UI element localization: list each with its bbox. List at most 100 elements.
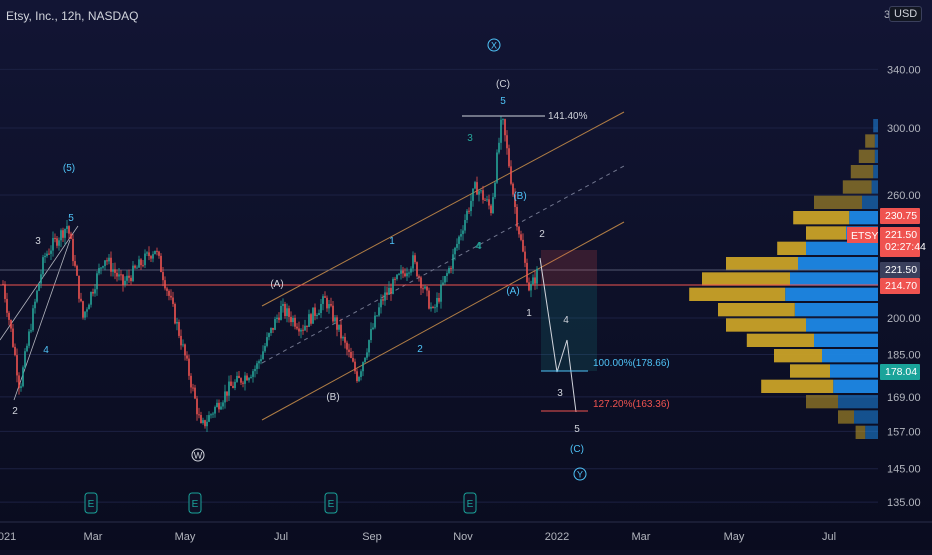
candle-body — [348, 349, 350, 353]
candle-body — [130, 277, 132, 282]
wave-label: 4 — [476, 241, 482, 252]
candle-body — [110, 257, 112, 272]
candle-body — [398, 273, 400, 275]
volume-profile-bar-down — [774, 349, 822, 363]
candle-body — [54, 238, 56, 240]
fib-label: 141.40% — [548, 111, 588, 122]
volume-profile-bar-down — [702, 272, 790, 286]
horizontal-line-tag-bg — [880, 278, 920, 294]
candle-body — [56, 238, 58, 246]
wave-labels: 141.40% 100.00%(178.66) 127.20%(163.36) (5)… — [12, 38, 670, 481]
volume-profile-bar-down — [777, 241, 806, 255]
symbol-title[interactable]: Etsy, Inc., 12h, NASDAQ — [6, 9, 139, 23]
candle-body — [536, 268, 538, 284]
wave-label: 5 — [500, 96, 506, 107]
candle-body — [76, 265, 78, 276]
candle-body — [426, 286, 428, 291]
candle-body — [96, 273, 98, 290]
candle-body — [112, 269, 114, 272]
volume-profile-bar-up — [849, 211, 878, 225]
candle-body — [118, 274, 120, 277]
candle-body — [378, 307, 380, 316]
x-tick-label: Jul — [274, 531, 288, 543]
candle-body — [216, 402, 218, 408]
volume-profile-bar-up — [871, 180, 878, 194]
candle-body — [444, 276, 446, 283]
channel-lower-line — [261, 221, 625, 421]
candle-body — [114, 269, 116, 273]
fib-label: 100.00%(178.66) — [593, 358, 670, 369]
volume-profile-bar-up — [862, 195, 878, 209]
volume-profile-bar-down — [806, 226, 846, 240]
circled-label-ring — [191, 448, 205, 462]
candle-body — [400, 270, 402, 274]
wave-label: 4 — [475, 241, 481, 252]
earnings-marker-label: E — [192, 499, 199, 510]
candle-body — [382, 299, 384, 301]
volume-profile — [689, 119, 878, 439]
candle-body — [428, 290, 430, 309]
circled-label: W — [194, 451, 203, 461]
earnings-marker — [324, 492, 338, 514]
candle-body — [284, 304, 286, 317]
currency-button[interactable]: USD — [889, 6, 923, 22]
candle-body — [106, 260, 108, 262]
candle-body — [328, 304, 330, 309]
candle-body — [434, 307, 436, 309]
candle-body — [422, 288, 424, 290]
candle-body — [286, 308, 288, 317]
candle-body — [408, 272, 410, 274]
candle-body — [530, 284, 532, 291]
candle-body — [368, 340, 370, 353]
candle-body — [390, 287, 392, 294]
y-tick-label: 157.00 — [887, 426, 921, 438]
candle-body — [518, 226, 520, 235]
candle-body — [534, 277, 536, 284]
candle-body — [404, 273, 406, 277]
candle-body — [264, 345, 266, 352]
candle-body — [448, 267, 450, 274]
candle-body — [372, 327, 374, 330]
candle-body — [254, 368, 256, 372]
candle-body — [190, 375, 192, 388]
candle-body — [308, 314, 310, 327]
x-tick-label: Nov — [453, 531, 473, 543]
candle-body — [492, 197, 494, 214]
candle-body — [52, 238, 54, 251]
candle-body — [24, 351, 26, 368]
candle-body — [494, 182, 496, 198]
candle-body — [362, 362, 364, 372]
candle-body — [82, 301, 84, 318]
candle-body — [210, 414, 212, 416]
candle-body — [240, 378, 242, 383]
current-price-tag-text: 02:27:44 — [885, 241, 926, 253]
candle-body — [196, 398, 198, 415]
candle-body — [126, 275, 128, 281]
candle-body — [156, 250, 158, 252]
candle-body — [446, 273, 448, 277]
candle-body — [228, 381, 230, 396]
candle-body — [340, 324, 342, 339]
wave-label: (B) — [513, 191, 526, 202]
candle-body — [200, 415, 202, 424]
earnings-marker-label: E — [328, 499, 335, 510]
candle-body — [394, 278, 396, 280]
candle-body — [162, 272, 164, 281]
candle-body — [464, 219, 466, 231]
candle-body — [450, 267, 452, 269]
candle-body — [504, 119, 506, 136]
circled-label: Y — [577, 470, 583, 480]
ticker-tag-text: ETSY — [851, 230, 878, 242]
candle-body — [66, 226, 68, 229]
candle-body — [160, 255, 162, 273]
candle-body — [342, 336, 344, 339]
volume-profile-bar-down — [793, 211, 850, 225]
volume-profile-bar-down — [865, 134, 875, 148]
candle-body — [18, 375, 20, 388]
x-tick-label: Sep — [362, 531, 382, 543]
y-tick-label: 185.00 — [887, 350, 921, 362]
candle-body — [250, 376, 252, 378]
candle-body — [2, 284, 4, 286]
